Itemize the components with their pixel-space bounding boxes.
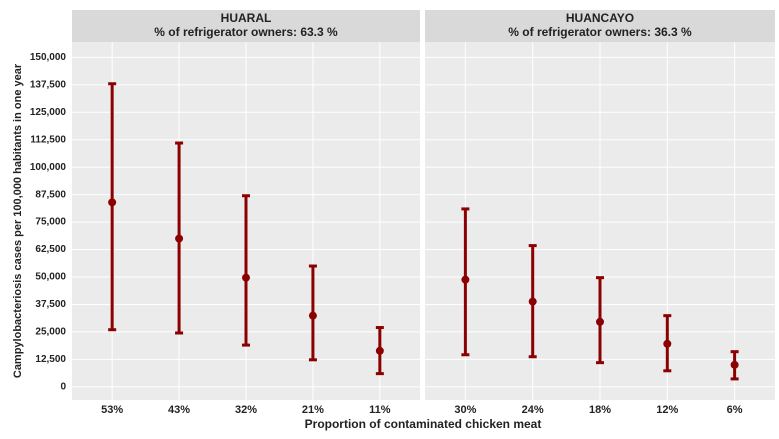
strip-title: HUARAL [221,11,272,25]
strip-subtitle: % of refrigerator owners: 63.3 % [154,25,338,39]
y-tick-label: 0 [60,381,66,392]
y-tick-label: 137,500 [30,79,67,90]
y-tick-label: 50,000 [35,272,66,283]
x-tick-label: 24% [522,404,544,416]
x-tick-label: 32% [235,404,257,416]
x-tick-label: 12% [656,404,678,416]
x-tick-label: 11% [369,404,391,416]
strip-subtitle: % of refrigerator owners: 36.3 % [508,25,692,39]
x-tick-label: 6% [727,404,743,416]
y-tick-label: 100,000 [30,162,67,173]
point [308,311,317,320]
y-tick-label: 125,000 [30,107,67,118]
point [461,275,470,284]
y-axis-title: Campylobacteriosis cases per 100,000 hab… [12,63,24,378]
y-tick-label: 75,000 [35,217,66,228]
point [375,346,384,355]
y-tick-label: 37,500 [35,299,66,310]
y-tick-label: 112,500 [30,134,66,145]
point [242,273,250,282]
x-tick-label: 53% [101,404,123,416]
x-axis-title: Proportion of contaminated chicken meat [305,417,542,431]
x-tick-label: 43% [168,404,190,416]
strip [72,10,420,42]
y-tick-label: 25,000 [35,327,66,338]
strip-title: HUANCAYO [566,11,634,25]
strip [425,10,775,42]
y-tick-label: 62,500 [35,244,66,255]
x-tick-label: 21% [302,404,324,416]
x-tick-label: 18% [589,404,611,416]
point [108,198,117,207]
x-tick-label: 30% [454,404,476,416]
y-tick-label: 150,000 [30,52,67,63]
point [730,360,739,369]
point [528,297,537,306]
point [175,234,184,243]
point [596,317,604,326]
y-tick-label: 12,500 [35,354,66,365]
y-tick-label: 87,500 [35,189,66,200]
point [663,339,672,348]
